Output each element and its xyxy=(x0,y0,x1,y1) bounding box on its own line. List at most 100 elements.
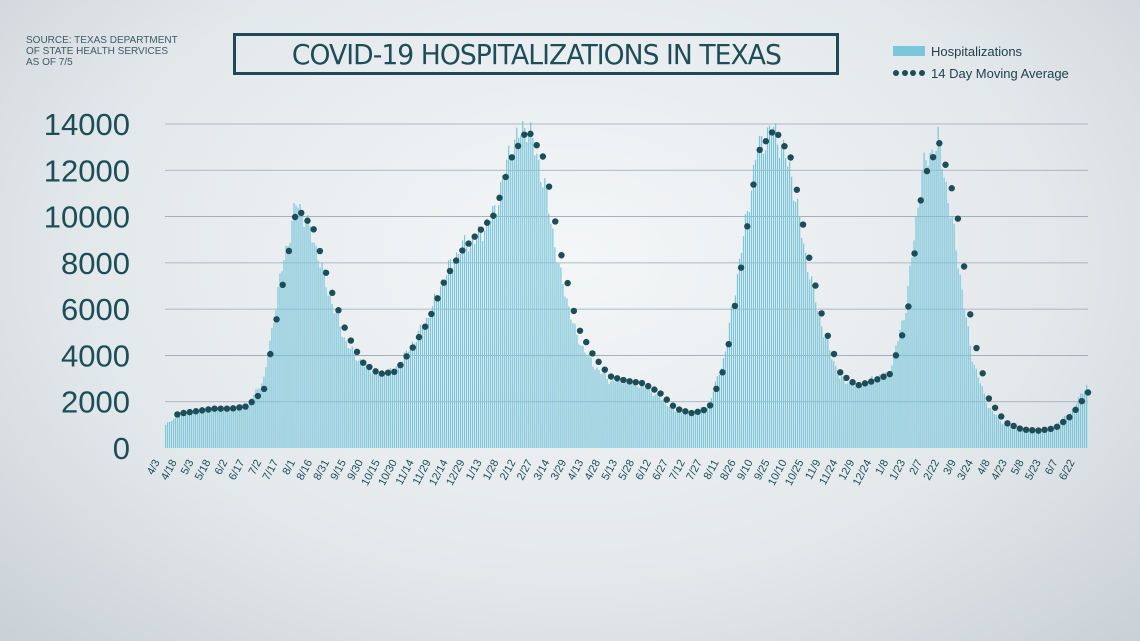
moving-average-dot xyxy=(533,141,540,149)
bar xyxy=(1031,430,1034,448)
moving-average-dot xyxy=(626,378,633,385)
moving-average-dot xyxy=(570,307,578,315)
bar xyxy=(915,216,917,448)
moving-average-dot xyxy=(347,337,355,344)
bar xyxy=(859,385,861,448)
x-tick-label: 6/17 xyxy=(227,458,248,483)
y-tick-label: 10000 xyxy=(44,200,130,235)
moving-average-dot xyxy=(849,379,856,386)
bar xyxy=(756,151,759,448)
bar xyxy=(951,215,953,448)
bar xyxy=(431,306,434,448)
bar xyxy=(361,363,363,448)
bar xyxy=(596,367,598,448)
moving-average-dot xyxy=(861,380,869,387)
bar xyxy=(1037,429,1040,448)
moving-average-dot xyxy=(267,350,274,358)
moving-average-dot xyxy=(675,406,683,413)
bar xyxy=(277,287,279,448)
x-tick-label: 6/27 xyxy=(650,458,671,483)
bar xyxy=(536,153,538,448)
bar xyxy=(181,411,183,448)
moving-average-dot xyxy=(855,381,862,389)
bar xyxy=(441,279,444,448)
bar xyxy=(652,395,654,448)
moving-average-dot xyxy=(688,409,695,417)
bar xyxy=(273,322,275,448)
bar xyxy=(391,370,393,448)
bar xyxy=(714,381,716,448)
moving-average-dot xyxy=(589,350,596,357)
bar xyxy=(662,399,664,448)
bar xyxy=(871,375,873,448)
moving-average-dot xyxy=(644,382,652,390)
bar xyxy=(614,381,616,448)
bar xyxy=(193,412,195,448)
bar xyxy=(716,376,718,448)
moving-average-dot xyxy=(329,289,336,297)
bar xyxy=(969,345,971,448)
bar xyxy=(783,139,785,448)
bar xyxy=(594,369,596,448)
bar xyxy=(1085,384,1088,448)
bar xyxy=(455,252,458,448)
bar xyxy=(538,159,540,448)
bar xyxy=(694,411,696,448)
bar xyxy=(498,205,500,448)
bar xyxy=(359,359,361,448)
bar xyxy=(927,166,929,448)
bar xyxy=(873,378,875,448)
bar xyxy=(303,226,305,448)
bar xyxy=(377,374,379,448)
bar xyxy=(945,181,947,449)
moving-average-dot xyxy=(898,332,906,339)
bar xyxy=(219,407,221,448)
bar xyxy=(449,259,452,448)
y-tick-label: 8000 xyxy=(61,246,130,281)
moving-average-dot xyxy=(471,233,478,240)
bar xyxy=(829,350,831,448)
bar xyxy=(981,386,983,448)
bar xyxy=(875,381,877,448)
bar xyxy=(239,405,241,448)
bar xyxy=(508,145,510,448)
bar xyxy=(867,381,869,448)
bar xyxy=(857,382,859,448)
moving-average-dot xyxy=(446,267,454,275)
x-tick-label: 2/12 xyxy=(498,458,519,483)
moving-average-dot xyxy=(663,396,670,403)
bar xyxy=(853,385,855,448)
bar xyxy=(197,409,199,448)
bar xyxy=(895,345,897,448)
bar xyxy=(235,407,237,448)
bar xyxy=(305,223,307,448)
bar xyxy=(566,298,568,448)
bar xyxy=(237,407,239,448)
moving-average-dot xyxy=(273,316,280,323)
bar xyxy=(167,422,169,448)
bar xyxy=(734,295,737,448)
bar xyxy=(528,133,530,448)
x-tick-label: 4/18 xyxy=(159,458,180,483)
source-line: OF STATE HEALTH SERVICES xyxy=(26,46,169,57)
bar xyxy=(427,317,430,448)
bar xyxy=(465,247,468,448)
bar xyxy=(825,336,827,448)
bar xyxy=(897,341,899,448)
bar xyxy=(1083,390,1086,448)
moving-average-dot xyxy=(180,409,187,417)
bar xyxy=(552,228,554,448)
bar xyxy=(558,263,560,448)
bar xyxy=(217,409,219,448)
bar xyxy=(570,319,572,448)
bar xyxy=(399,366,401,448)
bar xyxy=(774,123,777,448)
bar xyxy=(337,313,339,448)
bar xyxy=(764,150,767,448)
moving-average-dot xyxy=(217,405,224,412)
bar xyxy=(287,245,289,448)
bar xyxy=(620,379,622,448)
bar xyxy=(560,267,562,448)
moving-average-dot xyxy=(651,386,658,393)
moving-average-dot xyxy=(1084,389,1092,396)
